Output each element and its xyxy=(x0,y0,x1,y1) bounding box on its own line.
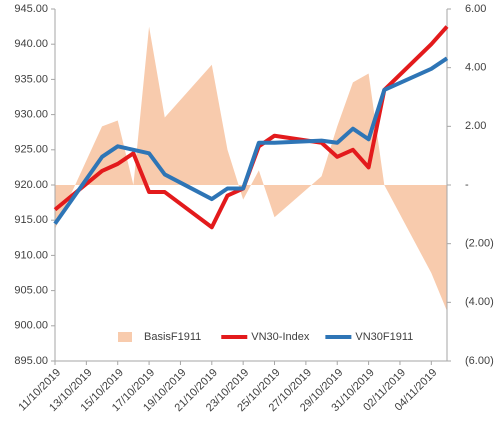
y-tick-label: 930.00 xyxy=(14,109,48,121)
legend-swatch xyxy=(118,332,132,342)
y2-tick-label: 2.00 xyxy=(465,120,486,132)
y2-tick-label: (4.00) xyxy=(465,296,494,308)
y2-tick-label: (2.00) xyxy=(465,238,494,250)
legend-label: VN30-Index xyxy=(251,331,310,343)
line xyxy=(53,56,449,225)
y-tick-label: 900.00 xyxy=(14,320,48,332)
y-tick-label: 935.00 xyxy=(14,73,48,85)
y-tick-label: 895.00 xyxy=(14,355,48,367)
legend-label: VN30F1911 xyxy=(355,331,413,343)
y-tick-label: 925.00 xyxy=(14,144,48,156)
y2-tick-label: - xyxy=(465,179,469,191)
y-tick-label: 915.00 xyxy=(14,214,48,226)
area xyxy=(55,26,447,312)
y-tick-label: 945.00 xyxy=(14,3,48,15)
y-tick-label: 910.00 xyxy=(14,249,48,261)
y2-tick-label: 4.00 xyxy=(465,62,486,74)
y-tick-label: 940.00 xyxy=(14,38,48,50)
y-tick-label: 920.00 xyxy=(14,179,48,191)
legend-label: BasisF1911 xyxy=(144,331,201,343)
y2-tick-label: (6.00) xyxy=(465,355,494,367)
y-tick-label: 905.00 xyxy=(14,285,48,297)
legend: BasisF1911 VN30-Index VN30F1911 xyxy=(118,331,413,343)
y2-tick-label: 6.00 xyxy=(465,3,486,15)
